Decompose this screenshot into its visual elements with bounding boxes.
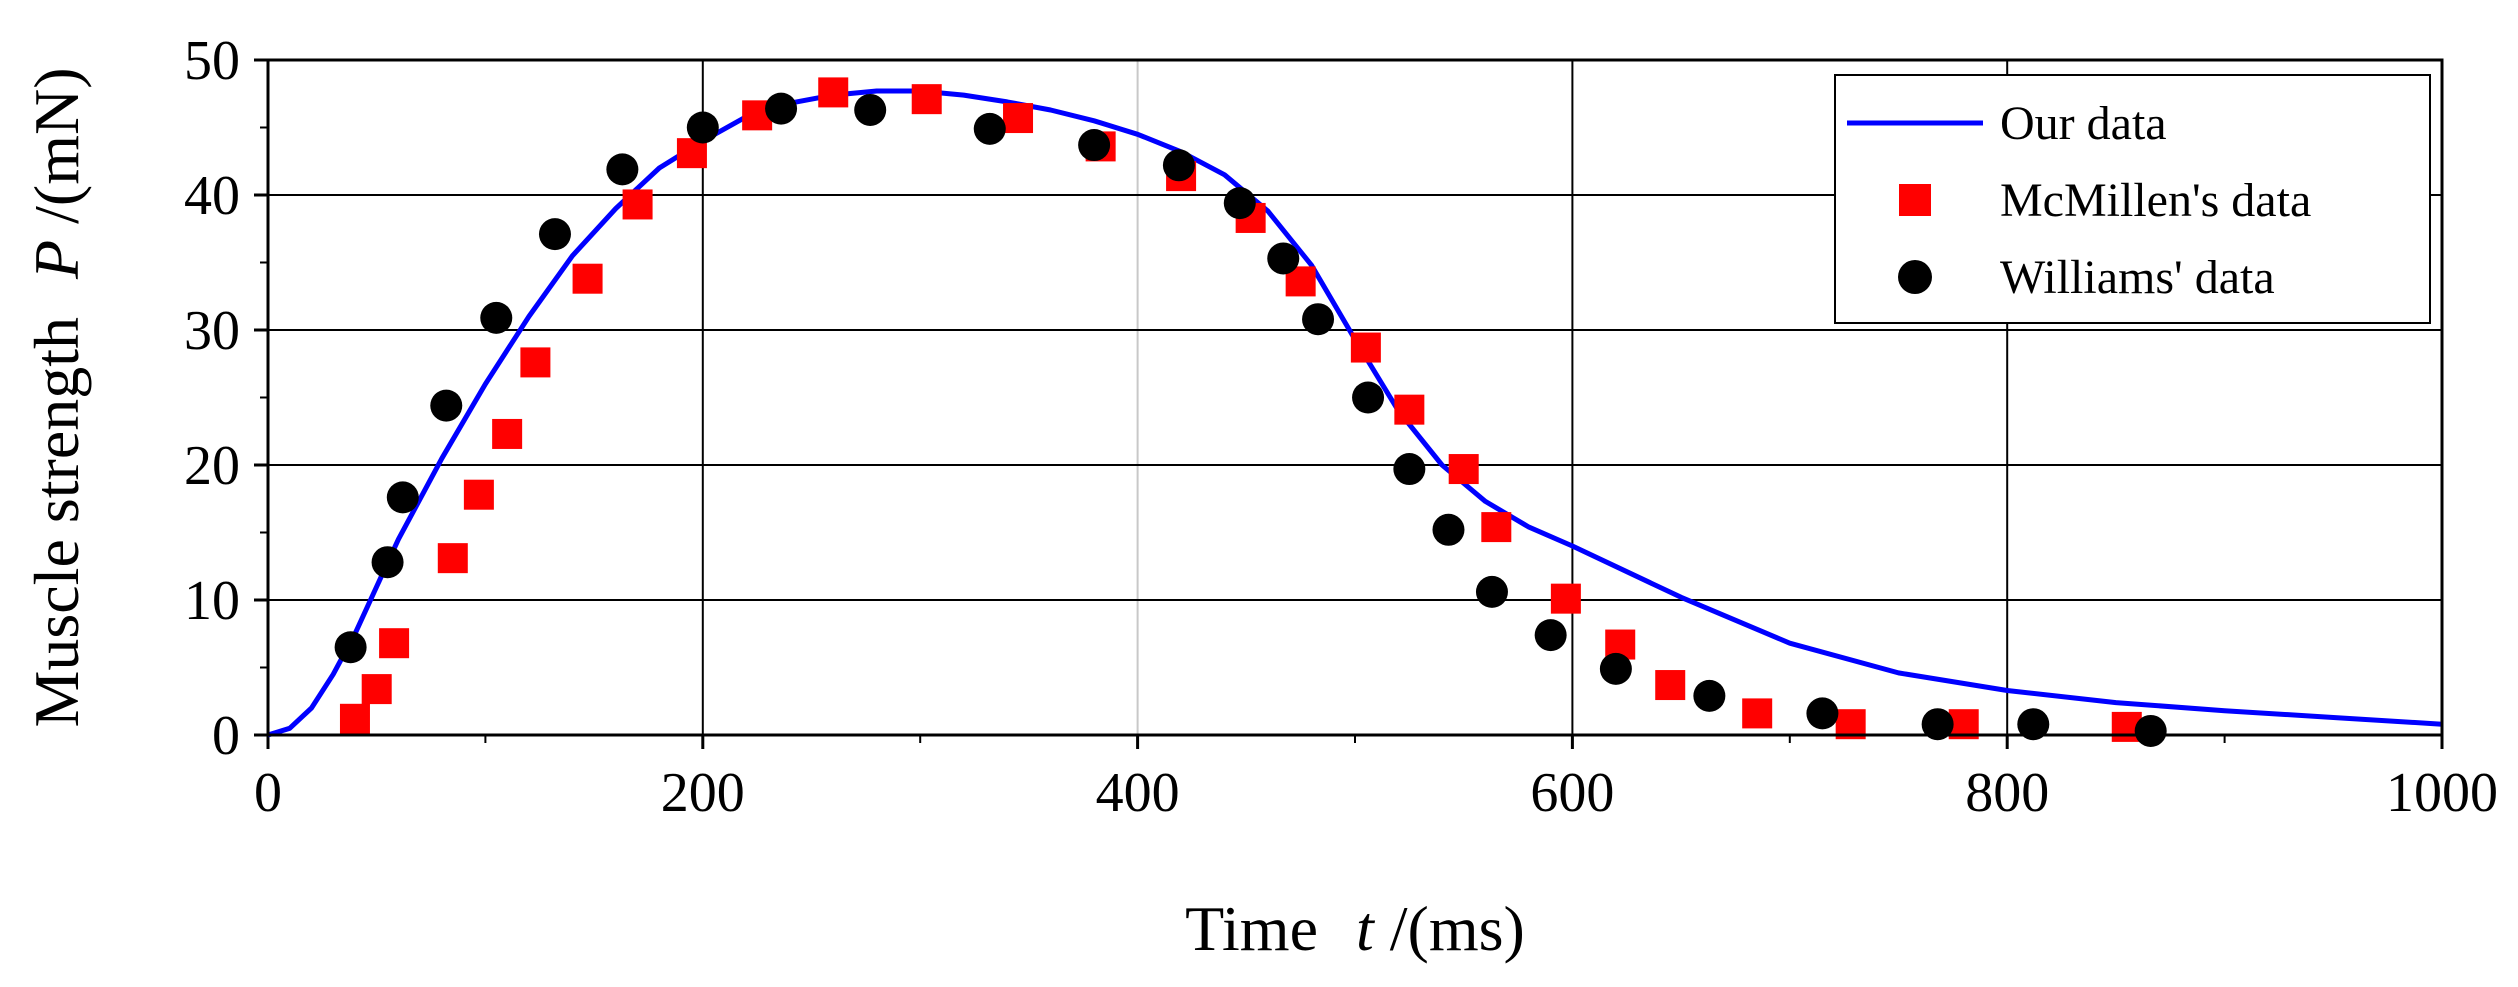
x-tick-label: 600 [1530, 762, 1614, 824]
mcmillen-data-point [1550, 583, 1581, 614]
legend-label-mcmillen: McMillen's data [2000, 174, 2311, 227]
x-tick-label: 200 [661, 762, 745, 824]
mcmillen-data-point [1394, 394, 1425, 425]
legend-label-our-data: Our data [2000, 97, 2167, 150]
williams-data-point [430, 389, 463, 422]
y-tick-label: 20 [184, 435, 240, 497]
williams-data-point [386, 481, 419, 514]
williams-data-point [371, 546, 404, 579]
x-axis-title-unit: /(ms) [1390, 893, 1525, 964]
y-tick-label: 10 [184, 570, 240, 632]
legend: Our data McMillen's data Williams' data [1834, 74, 2431, 324]
williams-data-point [1352, 381, 1385, 414]
mcmillen-data-point [437, 543, 468, 574]
axis-ticks: 0 200 400 600 800 1000 0 10 20 30 40 50 [184, 30, 2498, 824]
y-axis-title-prefix: Muscle strength [21, 317, 92, 728]
williams-data-point [1534, 619, 1567, 652]
williams-data-point [1475, 575, 1508, 608]
x-tick-label: 400 [1096, 762, 1180, 824]
y-tick-label: 50 [184, 30, 240, 92]
williams-data-point [1393, 453, 1426, 486]
williams-data-point [606, 153, 639, 186]
mcmillen-data-point [911, 84, 942, 115]
mcmillen-data-point [492, 418, 523, 449]
mcmillen-data-point [622, 189, 653, 220]
mcmillen-data-point [361, 674, 392, 705]
legend-label-williams: Williams' data [2000, 251, 2275, 304]
gridlines [268, 60, 2442, 735]
mcmillen-data-point [339, 703, 370, 734]
mcmillen-data-point [572, 263, 603, 294]
y-axis-title-unit: /(mN) [21, 67, 92, 223]
williams-data-point [686, 111, 719, 144]
williams-data-point [1432, 513, 1465, 546]
legend-swatch-mcmillen [1899, 184, 1931, 216]
y-tick-label: 30 [184, 300, 240, 362]
x-axis-title-variable: t [1356, 893, 1376, 964]
williams-data-point [480, 301, 513, 334]
mcmillen-data-point [1003, 103, 1034, 134]
williams-data-point [334, 631, 367, 664]
plot-frame [266, 58, 2444, 737]
mcmillen-data-point [463, 479, 494, 510]
mcmillen-data-point [818, 77, 849, 108]
x-axis-title-prefix: Time [1185, 893, 1318, 964]
williams-data-point [1223, 187, 1256, 220]
williams-data-point [854, 93, 887, 126]
x-tick-label: 1000 [2386, 762, 2498, 824]
williams-data-point [1921, 708, 1954, 741]
mcmillen-data-point [1448, 454, 1479, 485]
mcmillen-data-point [1655, 670, 1686, 701]
williams-data-point [1078, 129, 1111, 162]
legend-swatch-williams [1898, 260, 1932, 294]
y-tick-label: 40 [184, 165, 240, 227]
x-tick-label: 0 [254, 762, 282, 824]
legend-box [1834, 74, 2431, 324]
mcmillen-data-point [1350, 332, 1381, 363]
y-axis-title: Muscle strength P /(mN) [21, 67, 92, 727]
williams-data-point [538, 218, 571, 251]
x-axis-title: Time t /(ms) [1185, 893, 1525, 964]
y-tick-label: 0 [212, 705, 240, 767]
mcmillen-data-point [379, 628, 410, 659]
mcmillen-data-point [1742, 698, 1773, 729]
williams-data-point [1267, 242, 1300, 275]
williams-data-point [1599, 652, 1632, 685]
williams-data-point [2017, 708, 2050, 741]
williams-data-point [2134, 714, 2167, 747]
mcmillen-data-point [520, 347, 551, 378]
williams-data-point [1162, 149, 1195, 182]
williams-data-point [1806, 697, 1839, 730]
x-tick-label: 800 [1965, 762, 2049, 824]
williams-data-point [1693, 679, 1726, 712]
mcmillen-data-point [1481, 512, 1512, 543]
williams-data-point [1302, 303, 1335, 336]
data-series [267, 77, 2443, 747]
williams-data-point [973, 112, 1006, 145]
williams-data-point [765, 92, 798, 125]
y-axis-title-variable: P [21, 240, 92, 280]
